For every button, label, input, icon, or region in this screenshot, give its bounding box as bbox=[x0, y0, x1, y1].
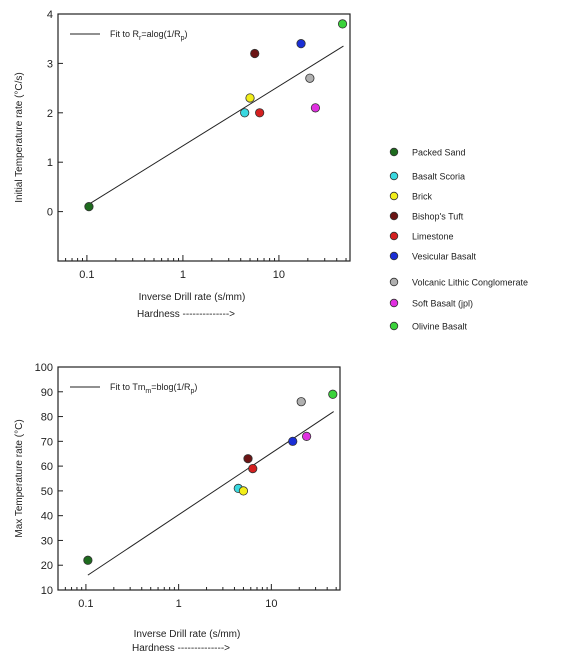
point-packed-sand bbox=[83, 555, 93, 565]
x-tick-label: 10 bbox=[273, 269, 285, 281]
y-tick-label: 100 bbox=[35, 362, 53, 374]
y-axis-label: Max Temperature rate (°C) bbox=[14, 419, 25, 537]
point-vesicular-basalt bbox=[288, 436, 298, 446]
legend-label: Vesicular Basalt bbox=[412, 252, 477, 262]
y-tick-label: 70 bbox=[41, 436, 53, 448]
fit-line bbox=[87, 411, 334, 576]
point-soft-basalt-jpl- bbox=[302, 431, 312, 441]
y-tick-label: 10 bbox=[41, 585, 53, 597]
fit-line bbox=[88, 45, 344, 205]
legend-label: Packed Sand bbox=[412, 148, 466, 158]
y-tick-label: 3 bbox=[47, 58, 53, 70]
x-tick-label: 10 bbox=[265, 598, 277, 610]
legend-marker bbox=[389, 211, 399, 221]
plot-frame bbox=[57, 366, 341, 591]
y-tick-label: 50 bbox=[41, 486, 53, 498]
legend-label: Olivine Basalt bbox=[412, 322, 468, 332]
point-limestone bbox=[248, 463, 258, 474]
x-tick-label: 1 bbox=[180, 269, 186, 281]
x-tick-label: 0.1 bbox=[78, 598, 93, 610]
point-bishop-s-tuft bbox=[250, 48, 260, 59]
legend-marker bbox=[389, 298, 399, 308]
y-tick-label: 1 bbox=[47, 157, 53, 169]
y-tick-label: 80 bbox=[41, 412, 53, 424]
point-volcanic-lithic-conglomerate bbox=[305, 73, 315, 83]
legend-marker bbox=[389, 191, 399, 201]
point-limestone bbox=[255, 108, 265, 118]
y-axis-label: Initial Temperature rate (°C/s) bbox=[14, 72, 25, 203]
legend-label: Brick bbox=[412, 192, 432, 202]
y-tick-label: 90 bbox=[41, 387, 53, 399]
point-bishop-s-tuft bbox=[243, 454, 253, 464]
legend-label: Volcanic Lithic Conglomerate bbox=[412, 278, 528, 288]
chart-bottom: 10 20 30 40 50 60 70 80 90 100 0.1 1 10 Inverse Drill… bbox=[14, 362, 341, 653]
x-axis-label: Inverse Drill rate (s/mm) bbox=[134, 629, 241, 640]
point-packed-sand bbox=[84, 202, 94, 212]
y-tick-label: 2 bbox=[47, 108, 53, 120]
y-tick-label: 30 bbox=[41, 535, 53, 547]
x-axis-label: Inverse Drill rate (s/mm) bbox=[139, 292, 246, 303]
legend: Packed Sand Basalt Scoria Brick Bishop's Tu… bbox=[389, 147, 528, 332]
y-tick-label: 4 bbox=[47, 9, 53, 21]
legend-label: Bishop's Tuft bbox=[412, 212, 464, 222]
point-brick bbox=[238, 486, 249, 496]
legend-label: Limestone bbox=[412, 232, 454, 242]
legend-label: Basalt Scoria bbox=[412, 172, 465, 182]
legend-marker bbox=[389, 321, 399, 331]
chart-top: 0 1 2 3 4 0.1 1 10 Inverse Drill rate (s/mm) Hard… bbox=[14, 9, 351, 320]
x-axis-label-secondary: Hardness --------------> bbox=[137, 309, 235, 320]
point-basalt-scoria bbox=[240, 108, 250, 118]
legend-marker bbox=[389, 147, 399, 157]
point-olivine-basalt bbox=[337, 19, 348, 29]
point-vesicular-basalt bbox=[296, 39, 306, 49]
plot-frame bbox=[57, 13, 351, 262]
fit-legend-label: Fit to Rr=alog(1/Rp) bbox=[110, 29, 188, 42]
x-axis-label-secondary: Hardness --------------> bbox=[132, 643, 230, 653]
point-brick bbox=[245, 93, 255, 103]
x-tick-label: 1 bbox=[176, 598, 182, 610]
x-tick-label: 0.1 bbox=[79, 269, 94, 281]
fit-legend-label: Fit to Tmm=blog(1/Rp) bbox=[110, 382, 197, 395]
legend-marker bbox=[389, 251, 399, 261]
point-soft-basalt-jpl- bbox=[310, 103, 321, 113]
legend-marker bbox=[389, 171, 399, 181]
y-tick-label: 20 bbox=[41, 560, 53, 572]
point-volcanic-lithic-conglomerate bbox=[296, 397, 306, 407]
y-tick-label: 40 bbox=[41, 511, 53, 523]
y-tick-label: 60 bbox=[41, 461, 53, 473]
legend-label: Soft Basalt (jpl) bbox=[412, 299, 473, 309]
y-tick-label: 0 bbox=[47, 207, 53, 219]
point-olivine-basalt bbox=[328, 389, 338, 399]
legend-marker bbox=[389, 231, 399, 241]
legend-marker bbox=[389, 277, 399, 287]
